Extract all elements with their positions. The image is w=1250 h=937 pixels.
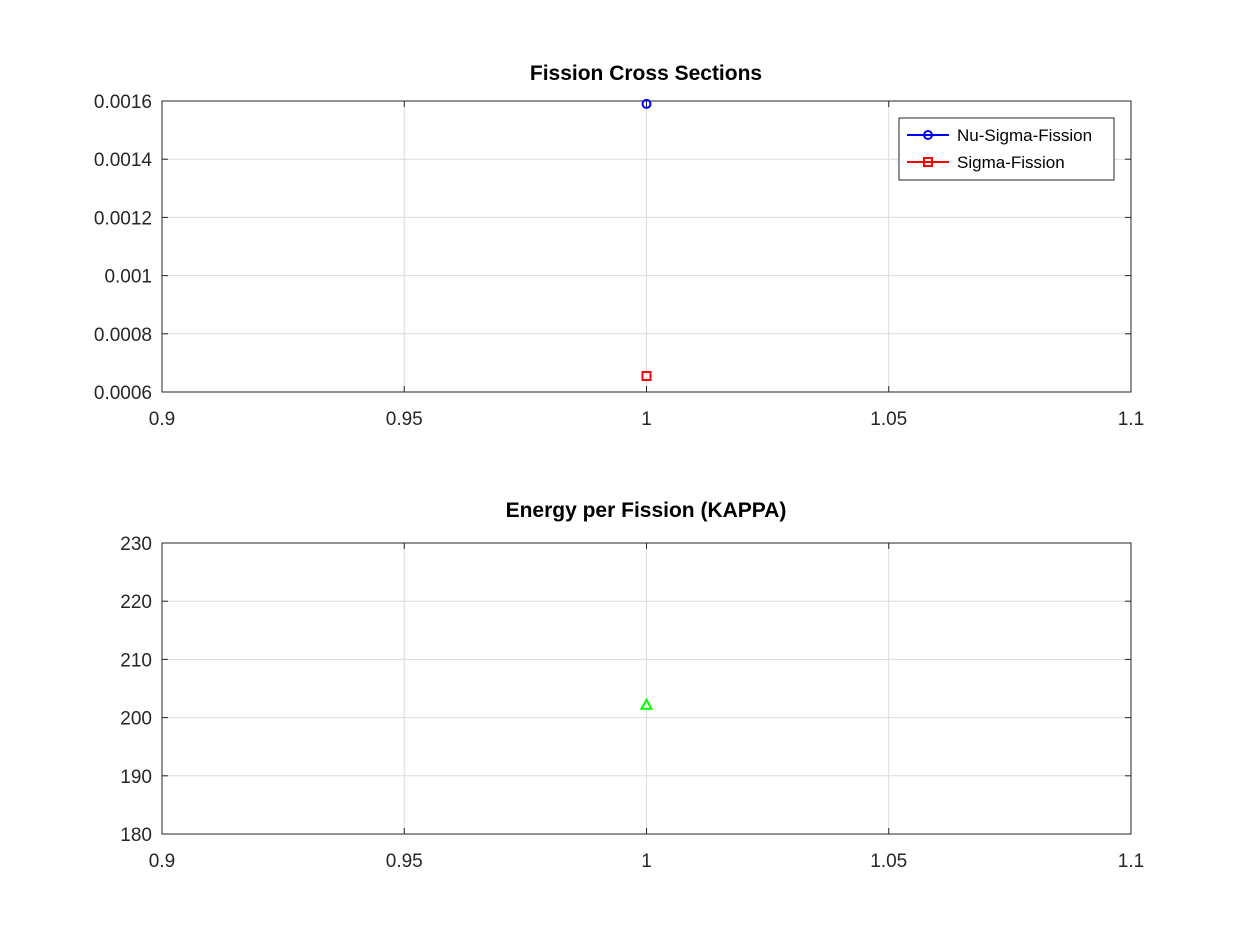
legend-marker-sigma-fission — [923, 157, 933, 167]
legend: Nu-Sigma-Fission Sigma-Fission — [898, 117, 1115, 181]
x-tick-label: 1 — [641, 409, 652, 430]
x-tick-labels: 0.9 0.95 1 1.05 1.1 — [149, 409, 1144, 430]
y-tick-label: 0.0014 — [94, 150, 153, 171]
legend-box — [898, 117, 1115, 181]
y-tick-label: 0.001 — [104, 267, 152, 288]
legend-label-sigma-fission: Sigma-Fission — [957, 153, 1065, 172]
data-point-series-0 — [639, 697, 654, 710]
x-tick-label: 0.95 — [386, 409, 423, 430]
legend-label-nu-sigma-fission: Nu-Sigma-Fission — [957, 126, 1092, 145]
x-tick-label: 1.05 — [870, 851, 907, 872]
axis-ticks — [161, 100, 1132, 393]
grid-lines — [162, 101, 1131, 392]
y-tick-label: 0.0006 — [94, 383, 152, 404]
y-tick-label: 190 — [120, 767, 152, 788]
y-tick-labels: 180 190 200 210 220 230 — [120, 534, 152, 846]
y-tick-label: 220 — [120, 592, 152, 613]
y-tick-label: 230 — [120, 534, 152, 555]
x-tick-label: 1.05 — [870, 409, 907, 430]
x-tick-label: 0.95 — [386, 851, 423, 872]
y-tick-label: 0.0016 — [94, 92, 152, 113]
y-tick-labels: 0.0006 0.0008 0.001 0.0012 0.0014 0.0016 — [94, 92, 153, 404]
x-tick-label: 1 — [641, 851, 652, 872]
chart-energy-per-fission: Energy per Fission (KAPPA) 0.9 0.95 1 1.05 1… — [120, 499, 1144, 872]
y-tick-label: 210 — [120, 650, 152, 671]
data-points — [641, 98, 652, 381]
chart-fission-cross-sections: Fission Cross Sections 0.9 0.95 1 1.05 1.1 0… — [94, 62, 1144, 430]
chart-title: Energy per Fission (KAPPA) — [506, 499, 787, 522]
x-tick-label: 0.9 — [149, 851, 175, 872]
x-tick-labels: 0.9 0.95 1 1.05 1.1 — [149, 851, 1144, 872]
y-tick-label: 0.0012 — [94, 208, 152, 229]
y-tick-label: 0.0008 — [94, 325, 152, 346]
grid-lines — [162, 543, 1131, 834]
x-tick-label: 1.1 — [1118, 851, 1144, 872]
chart-title: Fission Cross Sections — [530, 62, 762, 85]
x-tick-label: 0.9 — [149, 409, 175, 430]
y-tick-label: 200 — [120, 709, 152, 730]
data-point-nu-sigma-fission — [641, 98, 652, 109]
data-point-sigma-fission — [641, 370, 652, 381]
axis-ticks — [161, 542, 1132, 835]
data-points — [639, 697, 654, 710]
x-tick-label: 1.1 — [1118, 409, 1144, 430]
legend-marker-nu-sigma-fission — [923, 130, 933, 140]
y-tick-label: 180 — [120, 825, 152, 846]
